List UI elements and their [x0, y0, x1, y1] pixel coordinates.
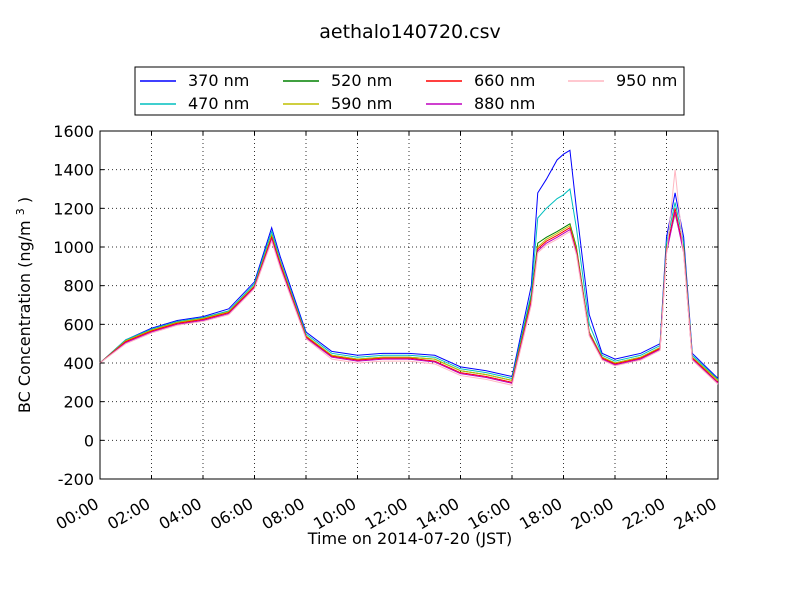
y-tick-label: 1000 [53, 238, 94, 257]
x-tick-label: 14:00 [413, 494, 462, 534]
x-tick-label: 06:00 [207, 494, 256, 534]
y-tick-label: 600 [63, 315, 94, 334]
y-axis-label-superscript: 3 [14, 208, 27, 215]
legend-label: 520 nm [331, 71, 392, 90]
series-line-950-nm [99, 169, 719, 386]
y-axis: -200 0 200 400 600 800 1000 1200 1400 1600 [53, 122, 718, 489]
x-tick-label: 08:00 [259, 494, 308, 534]
x-tick-label: 20:00 [568, 494, 617, 534]
legend-label: 950 nm [616, 71, 677, 90]
y-tick-label: 1600 [53, 122, 94, 141]
x-tick-label: 02:00 [104, 494, 153, 534]
y-axis-label-suffix: ) [15, 197, 34, 203]
x-tick-label: 22:00 [619, 494, 668, 534]
y-tick-label: 1200 [53, 199, 94, 218]
legend-label: 370 nm [188, 71, 249, 90]
x-tick-label: 00:00 [53, 494, 102, 534]
grid [100, 131, 718, 479]
y-tick-label: 0 [84, 431, 94, 450]
y-axis-label: BC Concentration (ng/m 3 ) [14, 197, 35, 413]
series-line-470-nm [99, 188, 719, 380]
y-axis-label-text: BC Concentration (ng/m [15, 220, 34, 413]
legend-label: 470 nm [188, 94, 249, 113]
chart-title: aethalo140720.csv [319, 21, 501, 43]
x-axis-label: Time on 2014-07-20 (JST) [307, 529, 512, 548]
x-tick-label: 12:00 [362, 494, 411, 534]
legend-label: 590 nm [331, 94, 392, 113]
y-tick-label: -200 [58, 470, 94, 489]
x-tick-label: 10:00 [310, 494, 359, 534]
y-tick-label: 400 [63, 354, 94, 373]
x-tick-label: 24:00 [671, 494, 720, 534]
series-line-370-nm [99, 149, 719, 379]
legend-label: 880 nm [474, 94, 535, 113]
x-tick-label: 16:00 [465, 494, 514, 534]
x-tick-label: 18:00 [516, 494, 565, 534]
y-tick-label: 800 [63, 277, 94, 296]
legend-box [134, 66, 685, 116]
legend: 370 nm 470 nm 520 nm 590 nm 660 nm 880 nm 950 … [134, 66, 685, 116]
series-group [99, 149, 719, 386]
y-tick-label: 1400 [53, 161, 94, 180]
y-tick-label: 200 [63, 393, 94, 412]
legend-label: 660 nm [474, 71, 535, 90]
x-tick-label: 04:00 [156, 494, 205, 534]
